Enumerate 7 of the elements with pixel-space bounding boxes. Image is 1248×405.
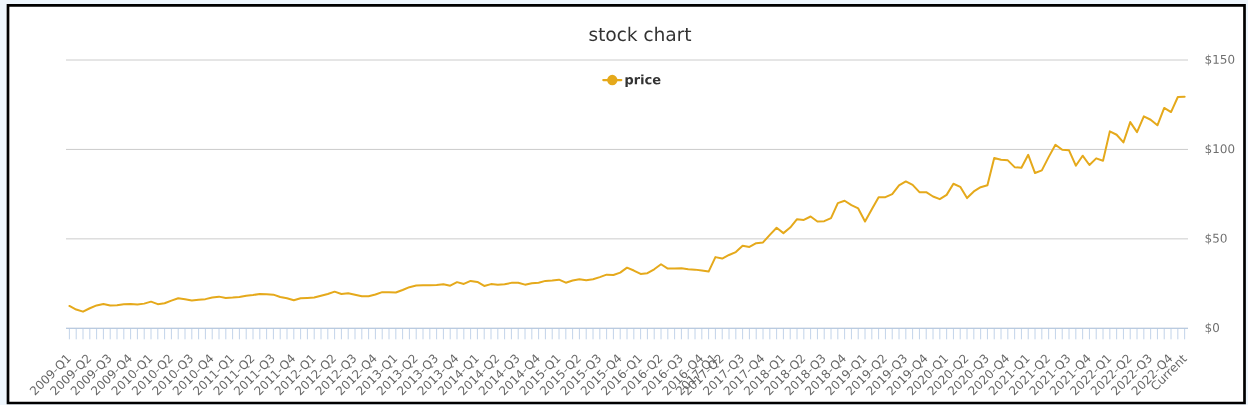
chart-title: stock chart [589, 26, 692, 42]
y-tick-label: $150 [1205, 54, 1235, 66]
y-tick-label: $50 [1205, 233, 1227, 245]
legend-label: price [625, 74, 661, 87]
line-series [68, 95, 1186, 313]
y-tick-label: $100 [1205, 143, 1235, 155]
y-tick-label: $0 [1205, 322, 1220, 334]
